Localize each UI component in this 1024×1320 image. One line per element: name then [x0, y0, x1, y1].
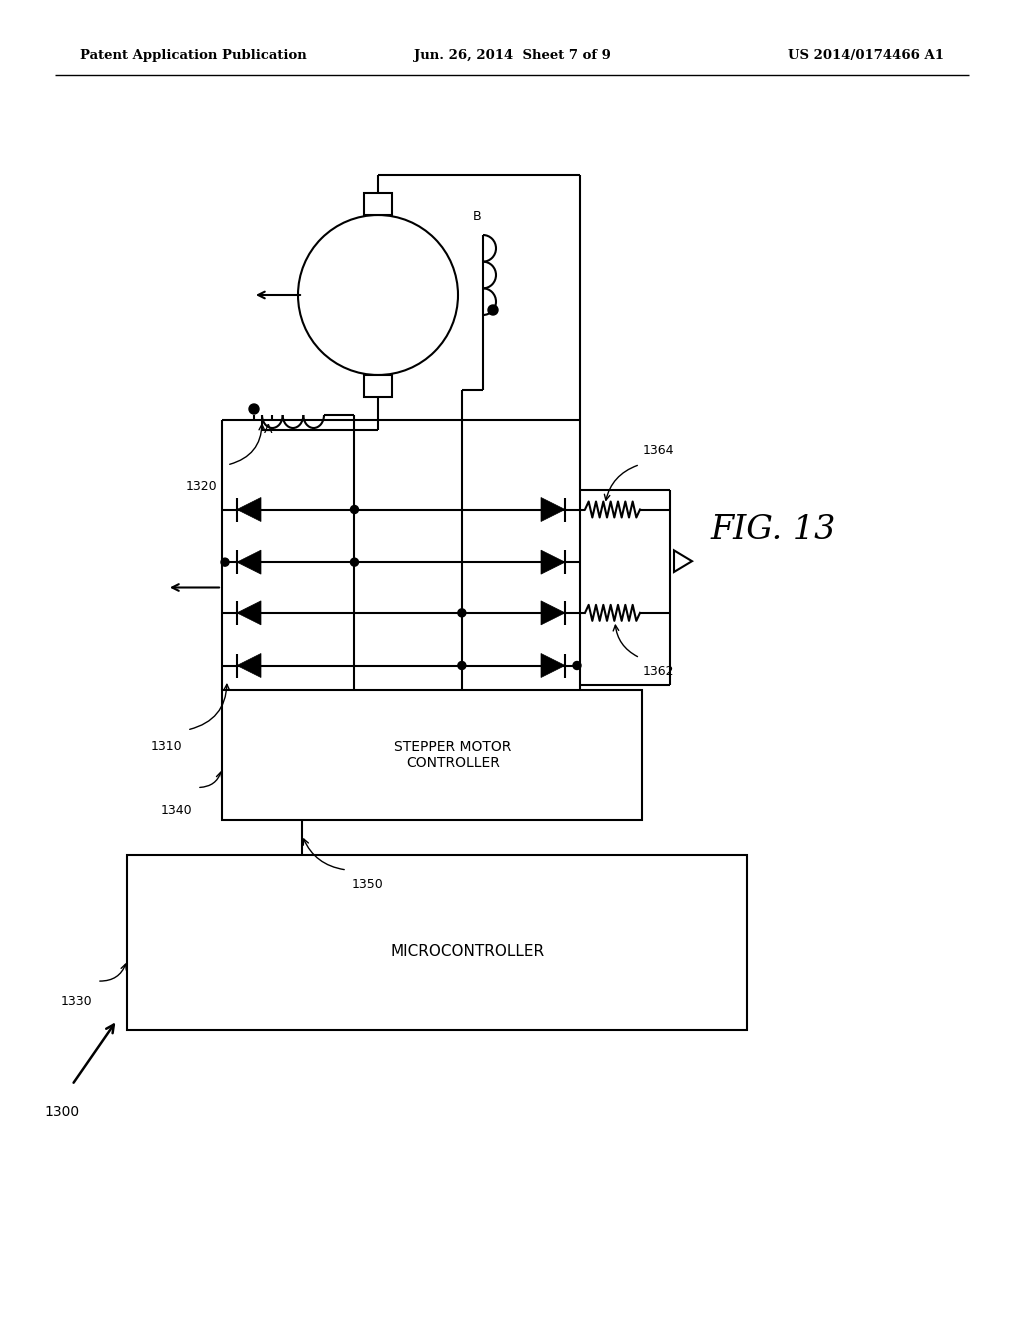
- Circle shape: [249, 404, 259, 414]
- Bar: [364, 375, 392, 397]
- Text: 1300: 1300: [44, 1105, 80, 1119]
- Polygon shape: [674, 550, 692, 572]
- Circle shape: [350, 558, 358, 566]
- Bar: [364, 193, 392, 215]
- Text: 1330: 1330: [60, 995, 92, 1008]
- Polygon shape: [541, 550, 565, 574]
- Bar: [222, 690, 642, 820]
- Text: 1350: 1350: [352, 878, 384, 891]
- Circle shape: [221, 558, 229, 566]
- Polygon shape: [541, 601, 565, 624]
- Circle shape: [488, 305, 498, 315]
- Polygon shape: [237, 498, 261, 521]
- Polygon shape: [541, 498, 565, 521]
- Text: FIG. 13: FIG. 13: [710, 513, 836, 546]
- Polygon shape: [237, 601, 261, 624]
- Circle shape: [458, 609, 466, 616]
- Text: STEPPER MOTOR
CONTROLLER: STEPPER MOTOR CONTROLLER: [394, 741, 512, 770]
- Circle shape: [573, 661, 581, 669]
- Text: 1364: 1364: [643, 445, 675, 458]
- Text: 1340: 1340: [161, 804, 193, 817]
- Circle shape: [350, 506, 358, 513]
- Text: 1362: 1362: [643, 665, 675, 678]
- Polygon shape: [237, 653, 261, 677]
- Text: 1310: 1310: [151, 741, 182, 752]
- Text: B: B: [473, 210, 481, 223]
- Text: MICROCONTROLLER: MICROCONTROLLER: [391, 944, 545, 958]
- Polygon shape: [541, 653, 565, 677]
- Text: US 2014/0174466 A1: US 2014/0174466 A1: [788, 49, 944, 62]
- Text: Patent Application Publication: Patent Application Publication: [80, 49, 307, 62]
- Circle shape: [458, 661, 466, 669]
- Text: 1320: 1320: [185, 480, 217, 492]
- Text: A: A: [264, 422, 272, 436]
- Polygon shape: [237, 550, 261, 574]
- Text: Jun. 26, 2014  Sheet 7 of 9: Jun. 26, 2014 Sheet 7 of 9: [414, 49, 610, 62]
- Bar: [127, 855, 746, 1030]
